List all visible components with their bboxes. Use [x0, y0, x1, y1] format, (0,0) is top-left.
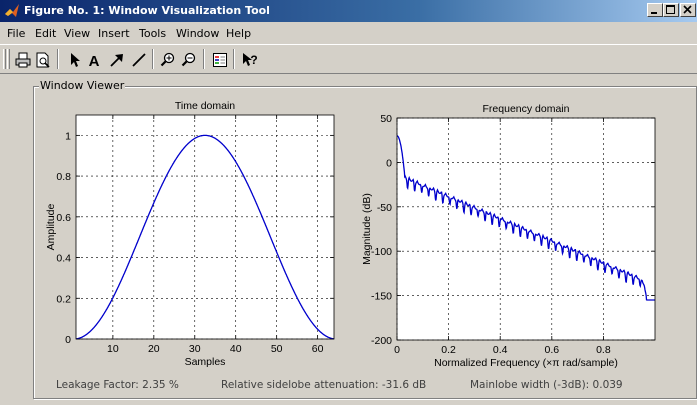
x-tick-label: 0.4 [493, 344, 508, 356]
zoom-in-button[interactable] [157, 49, 179, 71]
select-button[interactable] [63, 49, 85, 71]
print-preview-button[interactable] [32, 49, 54, 71]
zoom-in-icon [160, 52, 175, 67]
y-tick-label: 0.8 [56, 171, 71, 183]
help-glyph: ? [250, 53, 257, 67]
matlab-logo-icon [5, 4, 19, 17]
toolbar-grip[interactable] [7, 49, 10, 69]
maximize-icon [666, 5, 675, 14]
plot-frame [75, 114, 335, 340]
menu-edit[interactable]: Edit [35, 27, 57, 40]
series-line [396, 135, 655, 301]
series-line [75, 134, 335, 340]
minimize-button[interactable] [647, 3, 663, 17]
chart-title: Frequency domain [483, 103, 570, 115]
select-arrow-icon [71, 53, 80, 67]
toolbar-separator [152, 49, 154, 69]
print-icon [15, 52, 31, 68]
zoom-out-button[interactable] [178, 49, 200, 71]
minimize-icon [651, 12, 657, 14]
y-tick-label: -100 [371, 246, 392, 258]
y-tick-label: -150 [371, 291, 392, 303]
y-tick-label: 1 [65, 130, 71, 142]
context-help-icon: ? [243, 53, 258, 67]
arrow-icon [110, 54, 123, 67]
y-tick-label: 50 [380, 113, 392, 125]
x-tick-label: 10 [107, 343, 119, 355]
x-tick-label: 40 [230, 343, 242, 355]
menu-file[interactable]: File [7, 27, 26, 40]
toolbar-separator [203, 49, 205, 69]
legend-button[interactable] [209, 49, 231, 71]
x-tick-label: 0 [394, 344, 400, 356]
line-tool-button[interactable] [128, 49, 150, 71]
y-tick-label: 0.2 [56, 293, 71, 305]
y-axis-label: Magnitude (dB) [361, 193, 373, 265]
context-help-button[interactable]: ? [239, 49, 261, 71]
x-tick-label: 0.6 [544, 344, 559, 356]
menu-view[interactable]: View [64, 27, 91, 40]
x-tick-label: 0.2 [441, 344, 456, 356]
y-tick-label: 0 [65, 334, 71, 346]
print-button[interactable] [12, 49, 34, 71]
toolbar: A [0, 44, 697, 74]
grid-lines [76, 115, 334, 340]
print-preview-icon [36, 52, 50, 68]
text-tool-glyph: A [89, 53, 100, 68]
text-tool-button[interactable]: A [83, 49, 105, 71]
x-axis-label: Normalized Frequency (×π rad/sample) [434, 357, 618, 369]
x-axis-label: Samples [185, 356, 226, 368]
menu-insert[interactable]: Insert [98, 27, 130, 40]
toolbar-separator [233, 49, 235, 69]
menu-bar: File Edit View Insert Tools Window Help [0, 24, 697, 43]
menu-help[interactable]: Help [226, 27, 252, 40]
arrow-tool-button[interactable] [106, 49, 128, 71]
menu-window[interactable]: Window [176, 27, 220, 40]
y-tick-label: 0.6 [56, 212, 71, 224]
panel-label: Window Viewer [39, 79, 126, 92]
leakage-factor: Leakage Factor: 2.35 % [56, 379, 179, 391]
y-tick-label: -200 [371, 335, 392, 347]
close-icon [683, 5, 692, 14]
maximize-button[interactable] [663, 3, 679, 17]
y-tick-label: 0 [386, 157, 392, 169]
x-tick-label: 60 [312, 343, 324, 355]
y-axis-label: Amplitude [45, 204, 57, 251]
line-icon [132, 53, 146, 67]
x-tick-label: 0.8 [596, 344, 611, 356]
toolbar-separator [57, 49, 59, 69]
x-tick-label: 20 [148, 343, 160, 355]
menu-tools[interactable]: Tools [139, 27, 167, 40]
y-tick-label: 0.4 [56, 253, 71, 265]
window-title: Figure No. 1: Window Visualization Tool [24, 4, 270, 17]
mainlobe-width: Mainlobe width (-3dB): 0.039 [470, 379, 623, 391]
legend-icon [213, 53, 227, 67]
sidelobe-attenuation: Relative sidelobe attenuation: -31.6 dB [221, 379, 427, 391]
toolbar-grip[interactable] [3, 49, 6, 69]
x-tick-label: 50 [271, 343, 283, 355]
title-bar: Figure No. 1: Window Visualization Tool [0, 0, 697, 22]
y-tick-label: -50 [377, 202, 392, 214]
close-button[interactable] [680, 3, 696, 17]
text-icon: A [89, 53, 100, 68]
chart-title: Time domain [175, 100, 235, 112]
plot-area [76, 115, 334, 339]
x-tick-label: 30 [189, 343, 201, 355]
zoom-out-icon [181, 52, 196, 67]
plot-frame [396, 117, 656, 341]
